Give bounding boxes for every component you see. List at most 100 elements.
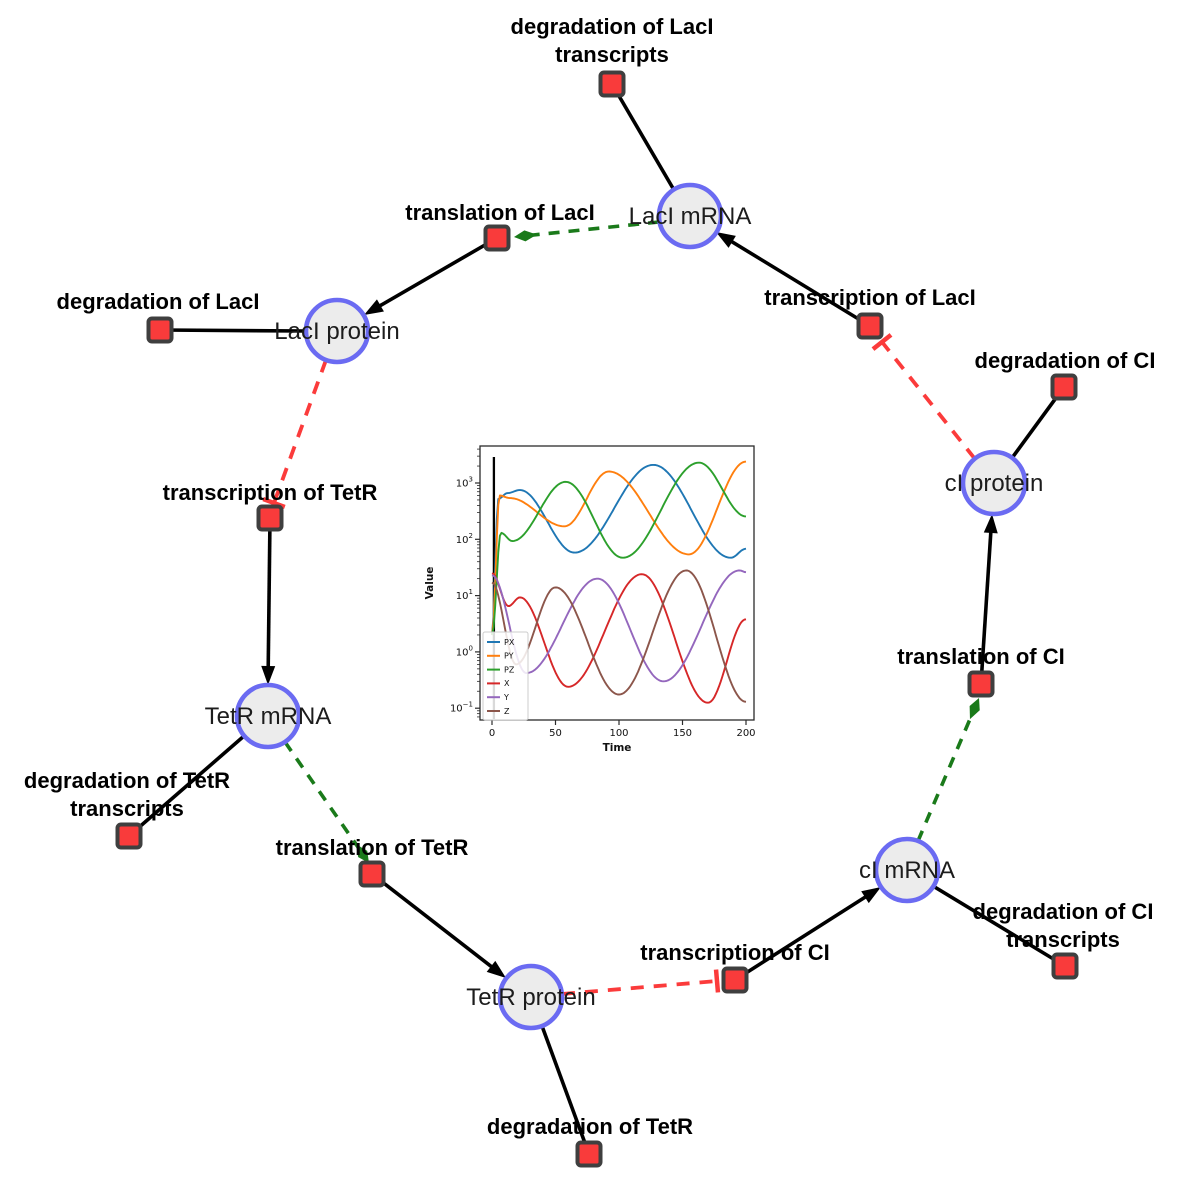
x-tick-label: 50 — [549, 728, 562, 739]
edge-ci-mrna-to-degradation-of-ci-transcripts — [932, 884, 1066, 968]
y-axis-label: Value — [424, 567, 436, 600]
chart-series-px — [491, 463, 747, 636]
arrowhead-icon — [261, 665, 276, 685]
label-transcription-of-tetr: transcription of TetR — [163, 480, 378, 505]
legend-label-y: Y — [503, 693, 509, 702]
edge-translation-of-ci-to-ci-protein — [979, 514, 998, 685]
reaction-node-degradation-of-tetr-transcripts[interactable] — [115, 822, 143, 850]
label-translation-of-ci: translation of CI — [897, 644, 1064, 669]
species-node-ci-protein[interactable] — [960, 449, 1028, 517]
reaction-node-translation-of-ci[interactable] — [967, 670, 995, 698]
chart-curves — [491, 457, 747, 719]
label-laci-protein: LacI protein — [274, 318, 399, 345]
legend-label-pz: PZ — [504, 665, 515, 674]
modifier-arrowhead-icon — [969, 698, 980, 720]
label-degradation-of-laci: degradation of LacI — [57, 289, 260, 314]
chart-series-y — [491, 569, 747, 683]
reaction-node-degradation-of-laci-transcripts[interactable] — [598, 70, 626, 98]
edge-line — [159, 328, 307, 333]
edge-tetr-mrna-to-degradation-of-tetr-transcripts — [127, 734, 246, 838]
edge-line — [540, 1025, 591, 1155]
reaction-node-degradation-of-ci[interactable] — [1050, 373, 1078, 401]
arrowhead-icon — [861, 887, 881, 904]
edge-line — [932, 884, 1066, 968]
label-ci-mrna: cI mRNA — [859, 857, 955, 884]
label-degradation-of-tetr-transcripts: degradation of TetR transcripts — [24, 768, 230, 821]
edge-laci-mrna-to-degradation-of-laci-transcripts — [610, 83, 676, 191]
label-degradation-of-ci: degradation of CI — [975, 348, 1156, 373]
label-ci-protein: cI protein — [945, 470, 1044, 497]
edge-line — [370, 236, 498, 313]
label-translation-of-laci: translation of LacI — [405, 200, 594, 225]
y-tick-label: 100 — [456, 644, 473, 658]
edge-ci-protein-inhibits-transcription-of-laci — [871, 333, 977, 461]
chart-series-z — [491, 569, 747, 703]
edge-transcription-of-laci-to-laci-mrna — [716, 232, 871, 328]
label-transcription-of-ci: transcription of CI — [640, 940, 829, 965]
chart-legend: PX PY PZ XYZ — [482, 631, 529, 721]
modifier-arrowhead-icon — [514, 230, 537, 242]
reaction-node-translation-of-laci[interactable] — [483, 224, 511, 252]
x-tick-label: 100 — [609, 728, 628, 739]
legend-label-z: Z — [504, 707, 510, 716]
edge-line — [272, 359, 328, 504]
edge-transcription-of-tetr-to-tetr-mrna — [261, 517, 276, 685]
legend-label-py: PY — [504, 652, 514, 661]
edge-laci-mrna-to-translation-of-laci — [514, 220, 660, 242]
label-tetr-protein: TetR protein — [466, 984, 595, 1011]
label-translation-of-tetr: translation of TetR — [276, 835, 469, 860]
x-tick-label: 0 — [489, 728, 495, 739]
edge-tetr-mrna-to-translation-of-tetr — [283, 740, 369, 863]
edge-line — [266, 517, 272, 677]
y-tick-label: 102 — [456, 532, 473, 546]
edge-line — [610, 83, 676, 191]
y-tick-label: 103 — [456, 476, 473, 490]
label-degradation-of-tetr: degradation of TetR — [487, 1114, 693, 1139]
reaction-node-transcription-of-ci[interactable] — [721, 966, 749, 994]
edge-transcription-of-ci-to-ci-mrna — [734, 887, 881, 982]
edge-line — [916, 710, 976, 842]
inhibition-tee-icon — [713, 969, 721, 993]
label-tetr-mrna: TetR mRNA — [205, 703, 332, 730]
species-node-tetr-mrna[interactable] — [234, 682, 302, 750]
reaction-node-degradation-of-tetr[interactable] — [575, 1140, 603, 1168]
chart-series-layer — [491, 457, 747, 719]
arrowhead-icon — [486, 960, 506, 978]
species-node-ci-mrna[interactable] — [873, 836, 941, 904]
arrowhead-icon — [983, 514, 998, 534]
labels-layer: degradation of LacI transcripts translatio… — [24, 14, 1156, 1139]
reaction-node-degradation-of-laci[interactable] — [146, 316, 174, 344]
species-node-laci-mrna[interactable] — [656, 182, 724, 250]
edge-line — [283, 740, 363, 853]
edge-line — [127, 734, 246, 838]
edge-ci-mrna-to-translation-of-ci — [916, 698, 980, 842]
chart-series-x — [491, 572, 747, 704]
edge-line — [561, 979, 718, 996]
edge-line — [979, 522, 994, 685]
edge-tetr-protein-inhibits-transcription-of-ci — [561, 969, 721, 996]
chart-series-py — [491, 460, 747, 636]
edge-line — [734, 890, 875, 982]
inhibition-tee-icon — [871, 333, 893, 351]
edge-translation-of-tetr-to-tetr-protein — [370, 872, 506, 978]
label-laci-mrna: LacI mRNA — [629, 203, 752, 230]
x-axis-label: Time — [603, 742, 632, 754]
edge-line — [370, 872, 500, 974]
legend-label-px: PX — [504, 638, 515, 647]
reaction-node-degradation-of-ci-transcripts[interactable] — [1051, 952, 1079, 980]
chart-series-pz — [491, 461, 747, 636]
reaction-node-translation-of-tetr[interactable] — [358, 860, 386, 888]
edges-layer — [127, 83, 1066, 1155]
legend-label-x: X — [504, 679, 510, 688]
reaction-node-transcription-of-tetr[interactable] — [256, 504, 284, 532]
species-node-tetr-protein[interactable] — [497, 963, 565, 1031]
edge-line — [722, 235, 871, 328]
reaction-node-transcription-of-laci[interactable] — [856, 312, 884, 340]
arrowhead-icon — [716, 232, 736, 248]
x-tick-label: 150 — [673, 728, 692, 739]
edge-translation-of-laci-to-laci-protein — [364, 236, 498, 315]
time-series-inset-chart: 0 50 100 150 200 103 102 101 100 10−1 Time Value PX… — [424, 445, 756, 754]
species-node-laci-protein[interactable] — [303, 297, 371, 365]
